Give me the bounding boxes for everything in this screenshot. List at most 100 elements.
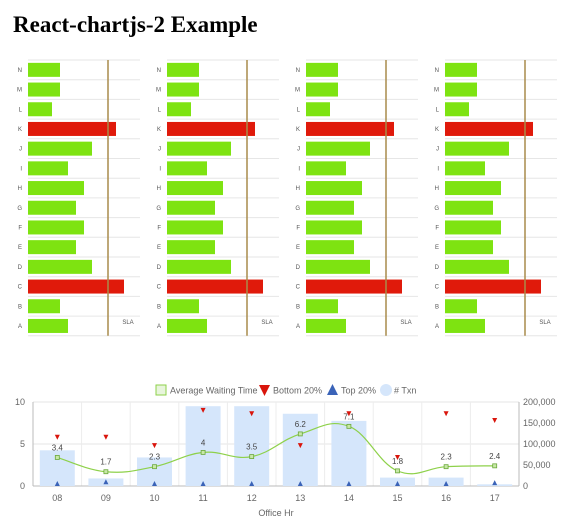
x-tick-label: 12	[247, 493, 257, 503]
category-tick-label: K	[157, 127, 161, 133]
bottom-marker	[443, 411, 449, 417]
category-tick-label: A	[296, 324, 300, 330]
bar-h	[445, 181, 501, 196]
category-tick-label: E	[296, 245, 300, 251]
bar-j	[445, 141, 509, 156]
bar-i	[306, 161, 346, 176]
bottom-marker	[346, 411, 352, 417]
waiting-time-point	[103, 469, 109, 475]
bar-a	[167, 318, 207, 333]
category-tick-label: M	[434, 88, 439, 94]
waiting-time-data-label: 2.3	[441, 453, 453, 462]
legend-label: # Txn	[394, 386, 416, 396]
waiting-time-data-label: 2.3	[149, 453, 161, 462]
category-tick-label: A	[18, 324, 22, 330]
page-title: React-chartjs-2 Example	[13, 12, 258, 37]
top-marker	[103, 479, 109, 485]
bar-d	[445, 259, 509, 274]
y-right-tick-label: 100,000	[523, 439, 556, 449]
bar-m	[167, 82, 199, 97]
x-tick-label: 15	[392, 493, 402, 503]
category-tick-label: J	[436, 147, 439, 153]
bar-n	[28, 62, 60, 77]
waiting-time-point	[297, 431, 303, 437]
bar-m	[306, 82, 338, 97]
sla-label: SLA	[261, 320, 272, 326]
axes: 0 5 10 0 50,000 100,000 150,000 200,000 08 09 10 11…	[15, 397, 556, 518]
category-tick-label: J	[158, 147, 161, 153]
top-marker	[249, 480, 255, 486]
category-tick-label: N	[435, 68, 439, 74]
bar-l	[306, 102, 330, 117]
bottom-marker	[200, 407, 206, 413]
bar-f	[28, 220, 84, 235]
bar-f	[445, 220, 501, 235]
category-tick-label: C	[296, 285, 301, 291]
category-tick-label: D	[157, 265, 162, 271]
txn-bar	[477, 484, 513, 486]
bar-k	[306, 121, 394, 136]
top-marker	[346, 480, 352, 486]
top-marker	[297, 480, 303, 486]
bar-e	[445, 240, 493, 255]
bar-d	[28, 259, 92, 274]
y-right-tick-label: 150,000	[523, 418, 556, 428]
bar-k	[167, 121, 255, 136]
bottom-marker	[103, 434, 109, 440]
top-marker	[443, 480, 449, 486]
waiting-time-data-label: 1.7	[100, 458, 112, 467]
waiting-time-line	[57, 422, 495, 475]
bar-c	[445, 279, 541, 294]
top-markers	[54, 479, 498, 486]
y-right-tick-label: 200,000	[523, 397, 556, 407]
bar-n	[306, 62, 338, 77]
bar-n	[167, 62, 199, 77]
bar-i	[167, 161, 207, 176]
category-tick-label: I	[437, 166, 439, 172]
category-tick-label: H	[435, 186, 439, 192]
bar-g	[306, 200, 354, 215]
bar-c	[167, 279, 263, 294]
category-tick-label: G	[17, 206, 22, 212]
bar-l	[167, 102, 191, 117]
x-tick-label: 17	[490, 493, 500, 503]
bar-i	[445, 161, 485, 176]
bar-h	[306, 181, 362, 196]
bar-a	[306, 318, 346, 333]
category-tick-label: H	[296, 186, 300, 192]
top-marker	[54, 480, 60, 486]
bar-l	[28, 102, 52, 117]
waiting-time-point	[443, 464, 449, 470]
bar-c	[306, 279, 402, 294]
category-tick-label: A	[157, 324, 161, 330]
category-tick-label: C	[18, 285, 23, 291]
category-tick-label: L	[297, 107, 301, 113]
category-tick-label: D	[18, 265, 23, 271]
waiting-time-data-label: 3.5	[246, 443, 258, 452]
category-tick-label: K	[435, 127, 439, 133]
category-tick-label: F	[157, 225, 161, 231]
bar-e	[306, 240, 354, 255]
category-tick-label: H	[18, 186, 22, 192]
sla-panel-4: N M L K J I H G F E D C B A SLA	[434, 59, 557, 337]
legend-swatch-txn	[380, 384, 392, 396]
legend-swatch-top	[327, 384, 338, 395]
waiting-time-point	[395, 468, 400, 474]
category-tick-label: J	[19, 147, 22, 153]
bottom-marker	[249, 411, 255, 417]
txn-bar	[282, 413, 318, 486]
waiting-time-data-label: 4	[201, 438, 206, 447]
category-tick-label: H	[157, 186, 161, 192]
category-tick-label: I	[298, 166, 300, 172]
legend-label: Average Waiting Time	[170, 386, 258, 396]
legend-label: Bottom 20%	[273, 386, 322, 396]
txn-bar	[185, 406, 221, 486]
bar-b	[167, 299, 199, 314]
waiting-time-point	[200, 449, 206, 455]
legend-label: Top 20%	[341, 386, 376, 396]
bar-l	[445, 102, 469, 117]
legend: Average Waiting Time Bottom 20% Top 20% # T…	[155, 384, 416, 396]
waiting-time-data-label: 1.8	[392, 457, 404, 466]
bar-i	[28, 161, 68, 176]
bar-d	[167, 259, 231, 274]
